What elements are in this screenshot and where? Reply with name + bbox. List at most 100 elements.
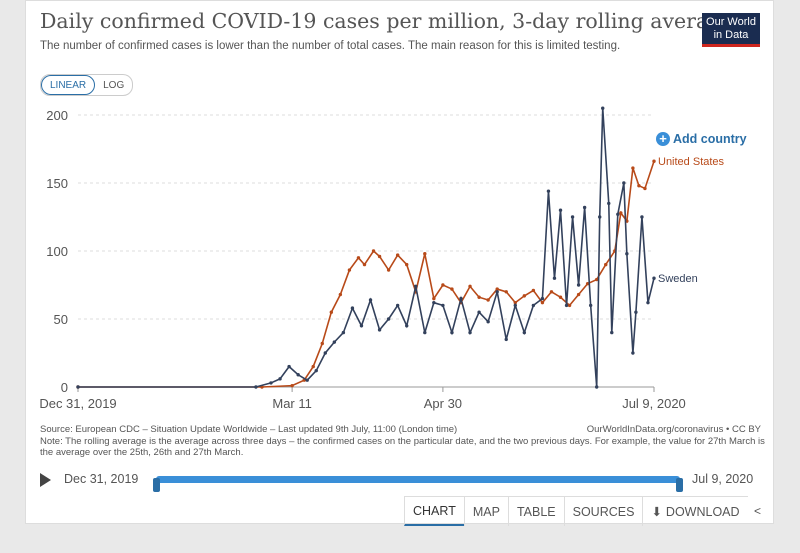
- data-point: [540, 300, 545, 305]
- data-point: [377, 328, 382, 332]
- logo-accent: [702, 44, 760, 47]
- data-point: [564, 303, 569, 308]
- data-point: [582, 205, 587, 210]
- data-point: [631, 166, 635, 170]
- add-country-button[interactable]: + Add country: [656, 132, 747, 146]
- data-point: [356, 256, 361, 260]
- data-point: [601, 106, 605, 110]
- data-point: [338, 292, 343, 297]
- log-scale-button[interactable]: LOG: [103, 79, 125, 91]
- chart-series: [76, 106, 656, 389]
- data-point: [576, 292, 581, 297]
- data-point: [652, 159, 656, 163]
- tab-chart[interactable]: CHART: [404, 497, 464, 526]
- line-chart: 0 50 100 150 200 Dec 31, 2019 Mar 11 Apr 30 Jul…: [39, 106, 725, 411]
- data-point: [311, 364, 315, 369]
- y-tick-label: 0: [61, 380, 68, 395]
- tab-download[interactable]: ⬇ DOWNLOAD: [642, 497, 747, 526]
- data-point: [504, 290, 508, 294]
- data-point: [477, 295, 481, 299]
- data-point: [616, 212, 620, 216]
- timeline-end-handle[interactable]: [676, 478, 683, 492]
- data-point: [531, 303, 536, 308]
- data-point: [598, 215, 602, 219]
- data-point: [531, 288, 536, 293]
- tab-bar: CHART MAP TABLE SOURCES ⬇ DOWNLOAD: [404, 496, 748, 526]
- data-point: [76, 385, 80, 389]
- y-tick-label: 50: [54, 312, 68, 327]
- series-labels: United States Sweden: [658, 156, 725, 285]
- data-point: [287, 364, 291, 369]
- download-icon: ⬇: [651, 505, 662, 519]
- tab-table[interactable]: TABLE: [507, 497, 564, 526]
- data-point: [595, 277, 599, 282]
- x-tick-label: Dec 31, 2019: [39, 396, 116, 411]
- chart-card: Daily confirmed COVID-19 cases per milli…: [25, 0, 775, 526]
- data-point: [495, 287, 499, 291]
- y-tick-label: 100: [46, 244, 68, 259]
- data-point: [395, 303, 400, 308]
- source-credit[interactable]: OurWorldInData.org/coronavirus • CC BY: [586, 424, 761, 435]
- data-point: [637, 184, 641, 188]
- data-point: [604, 262, 608, 267]
- y-tick-label: 150: [46, 176, 68, 191]
- x-axis: Dec 31, 2019 Mar 11 Apr 30 Jul 9, 2020: [39, 387, 686, 411]
- data-point: [652, 276, 656, 280]
- data-point: [441, 283, 445, 287]
- data-point: [570, 215, 575, 219]
- data-point: [320, 341, 324, 346]
- data-point: [625, 252, 629, 256]
- source-text: Source: European CDC – Situation Update …: [40, 424, 458, 435]
- chart-title: Daily confirmed COVID-19 cases per milli…: [40, 9, 734, 33]
- data-point: [359, 324, 364, 328]
- data-point: [607, 201, 611, 206]
- timeline-start-label: Dec 31, 2019: [64, 472, 139, 486]
- timeline: Dec 31, 2019 Jul 9, 2020: [40, 470, 761, 492]
- data-point: [405, 262, 409, 267]
- data-point: [386, 268, 391, 272]
- series-end-label: Sweden: [658, 273, 698, 285]
- data-point: [347, 268, 352, 272]
- data-point: [619, 211, 623, 215]
- data-point: [377, 254, 382, 259]
- data-point: [296, 373, 300, 377]
- data-point: [513, 303, 517, 308]
- x-tick-label: Mar 11: [272, 396, 312, 411]
- play-icon[interactable]: [40, 473, 51, 487]
- series-line: [78, 108, 655, 388]
- data-point: [495, 290, 499, 294]
- series-line: [78, 160, 655, 388]
- data-point: [646, 300, 650, 305]
- data-point: [290, 383, 294, 388]
- share-icon[interactable]: <: [754, 504, 762, 518]
- timeline-start-handle[interactable]: [153, 478, 160, 492]
- chart-subtitle: The number of confirmed cases is lower t…: [40, 40, 621, 52]
- data-point: [468, 284, 472, 289]
- data-point: [450, 287, 454, 291]
- data-point: [432, 300, 436, 305]
- data-point: [567, 303, 572, 308]
- logo-line2: in Data: [713, 29, 749, 41]
- data-point: [386, 317, 391, 321]
- add-country-label: Add country: [673, 132, 747, 146]
- data-point: [640, 215, 644, 219]
- data-point: [558, 208, 563, 212]
- data-point: [643, 186, 647, 191]
- data-point: [314, 368, 318, 373]
- timeline-track[interactable]: [153, 476, 683, 492]
- data-point: [549, 290, 554, 294]
- y-tick-label: 200: [46, 108, 68, 123]
- data-point: [522, 330, 527, 335]
- owid-logo[interactable]: Our World in Data: [702, 13, 760, 47]
- tab-map[interactable]: MAP: [463, 497, 508, 526]
- data-point: [395, 253, 400, 257]
- scale-toggle[interactable]: LINEAR LOG: [40, 74, 134, 96]
- tab-sources[interactable]: SOURCES: [563, 497, 643, 526]
- data-point: [486, 320, 490, 324]
- linear-scale-button[interactable]: LINEAR: [41, 75, 96, 95]
- data-point: [522, 294, 527, 298]
- data-point: [341, 330, 346, 335]
- source-block: Source: European CDC – Situation Update …: [40, 424, 775, 459]
- x-tick-label: Jul 9, 2020: [622, 396, 686, 411]
- data-point: [622, 181, 626, 185]
